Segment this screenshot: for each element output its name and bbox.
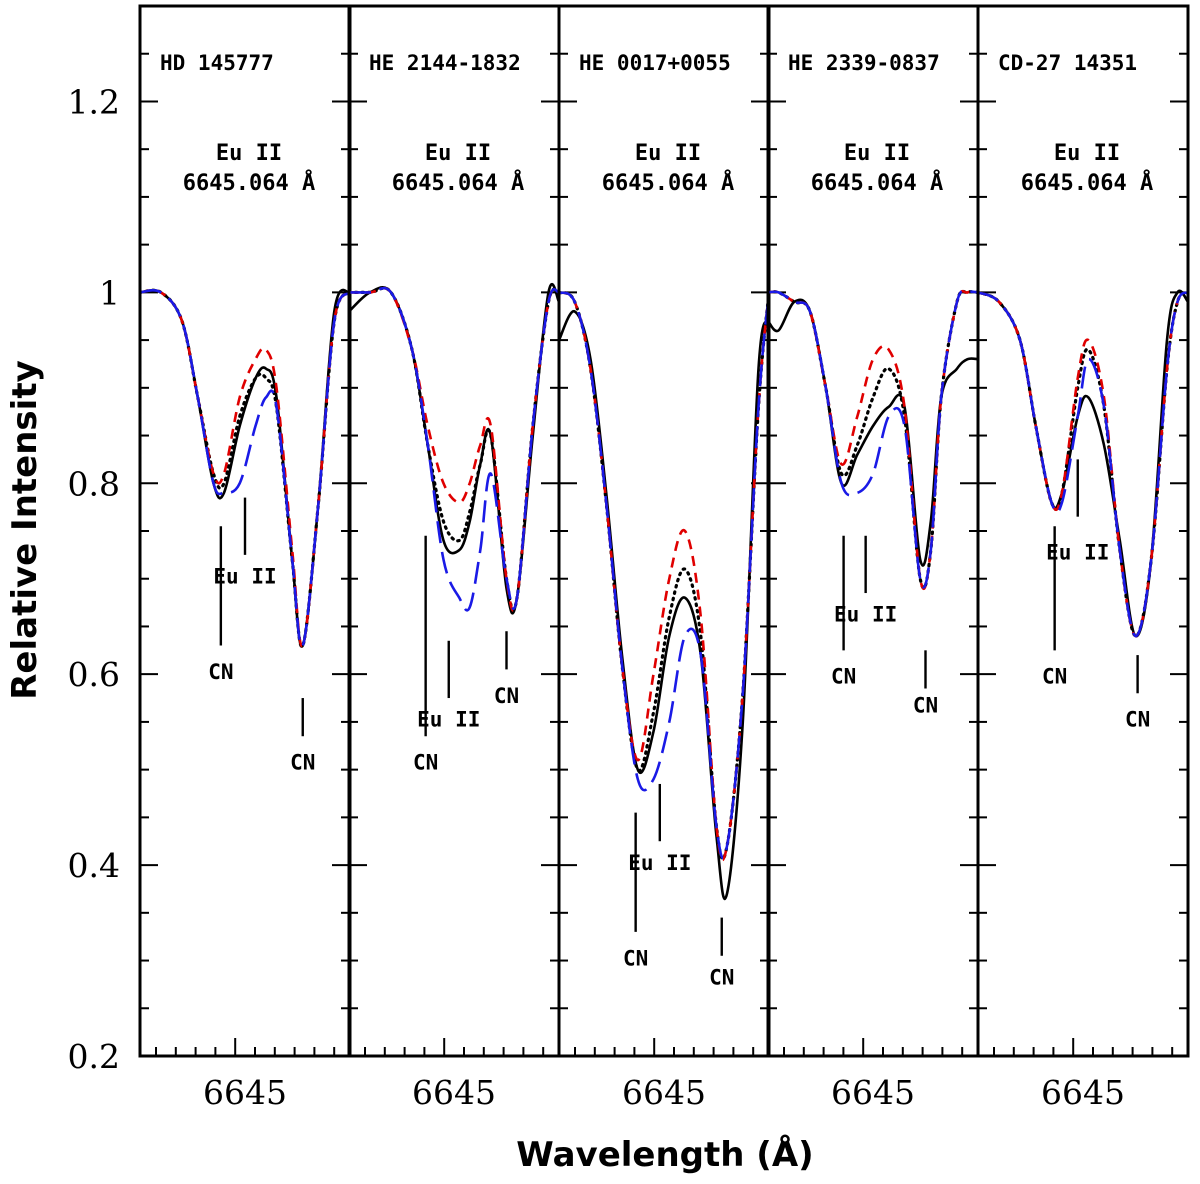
series-group <box>349 282 559 615</box>
series-high-line <box>140 288 350 648</box>
y-tick-label: 1 <box>99 273 120 312</box>
series-high-line <box>978 291 1188 638</box>
eu-ii-marker-label: Eu II <box>1046 541 1109 565</box>
wavelength-label: 6645.064 Å <box>183 170 315 196</box>
eu-ii-label: Eu II <box>1054 141 1120 166</box>
series-observed-line <box>978 289 1188 638</box>
eu-ii-label: Eu II <box>216 141 282 166</box>
series-best-line <box>768 289 978 590</box>
series-group <box>978 289 1188 638</box>
panel-frame <box>976 4 1190 1058</box>
series-observed-line <box>349 282 559 615</box>
y-tick-label: 0.2 <box>68 1037 120 1076</box>
cn-label: CN <box>413 751 438 775</box>
panel-2: CN Eu II CN HE 2144-1832 Eu II 6645.064 Å 6645 <box>347 4 561 1112</box>
cn-label: CN <box>623 946 648 970</box>
y-axis: 0.2 0.4 0.6 0.8 1 1.2 <box>68 82 120 1076</box>
series-observed-line <box>768 298 978 567</box>
eu-ii-label: Eu II <box>425 141 491 166</box>
panel-5: CN Eu II CN CD-27 14351 Eu II 6645.064 Å 6645 <box>976 4 1190 1112</box>
series-best-line <box>140 288 350 649</box>
cn-label: CN <box>1042 665 1067 689</box>
x-tick-label: 6645 <box>1041 1073 1125 1112</box>
eu-ii-marker-label: Eu II <box>417 708 480 732</box>
series-observed-line <box>559 310 769 901</box>
panels-group: CN Eu II CN HD 145777 Eu II 6645.064 Å 6645 CN E… <box>138 4 1190 1112</box>
x-tick-label: 6645 <box>622 1073 706 1112</box>
series-observed-line <box>140 288 350 648</box>
star-name: HE 0017+0055 <box>579 51 731 75</box>
series-low-line <box>349 286 559 612</box>
series-best-line <box>559 290 769 861</box>
cn-label: CN <box>831 665 856 689</box>
series-low-line <box>978 291 1188 638</box>
eu-ii-label: Eu II <box>844 141 910 166</box>
panel-3: CN Eu II CN HE 0017+0055 Eu II 6645.064 Å 6645 <box>557 4 771 1112</box>
y-tick-label: 0.8 <box>68 464 120 503</box>
series-low-line <box>140 288 350 648</box>
panel-1: CN Eu II CN HD 145777 Eu II 6645.064 Å 6645 <box>138 4 352 1112</box>
series-group <box>559 290 769 901</box>
series-high-line <box>768 289 978 590</box>
cn-label: CN <box>1125 708 1150 732</box>
series-low-line <box>768 289 978 589</box>
series-low-line <box>559 291 769 860</box>
cn-label: CN <box>290 751 315 775</box>
wavelength-label: 6645.064 Å <box>1021 170 1153 196</box>
eu-ii-marker-label: Eu II <box>834 603 897 627</box>
y-axis-title: Relative Intensity <box>5 360 45 700</box>
x-tick-label: 6645 <box>412 1073 496 1112</box>
series-best-line <box>349 286 559 612</box>
series-high-line <box>349 286 559 612</box>
x-axis-title: Wavelength (Å) <box>516 1134 813 1175</box>
y-tick-label: 0.6 <box>68 655 120 694</box>
y-tick-label: 0.4 <box>68 846 120 885</box>
series-group <box>768 289 978 590</box>
star-name: HE 2339-0837 <box>788 51 940 75</box>
y-tick-label: 1.2 <box>68 82 120 121</box>
wavelength-label: 6645.064 Å <box>392 170 524 196</box>
cn-label: CN <box>709 965 734 989</box>
panel-4: CN Eu II CN HE 2339-0837 Eu II 6645.064 Å 6645 <box>766 4 980 1112</box>
star-name: CD-27 14351 <box>998 51 1137 75</box>
star-name: HE 2144-1832 <box>369 51 521 75</box>
wavelength-label: 6645.064 Å <box>811 170 943 196</box>
cn-label: CN <box>208 660 233 684</box>
eu-ii-marker-label: Eu II <box>213 565 276 589</box>
cn-label: CN <box>494 684 519 708</box>
eu-ii-label: Eu II <box>635 141 701 166</box>
series-group <box>140 288 350 649</box>
cn-label: CN <box>913 693 938 717</box>
x-tick-label: 6645 <box>203 1073 287 1112</box>
eu-ii-marker-label: Eu II <box>628 851 691 875</box>
x-tick-label: 6645 <box>831 1073 915 1112</box>
star-name: HD 145777 <box>160 51 274 75</box>
wavelength-label: 6645.064 Å <box>602 170 734 196</box>
